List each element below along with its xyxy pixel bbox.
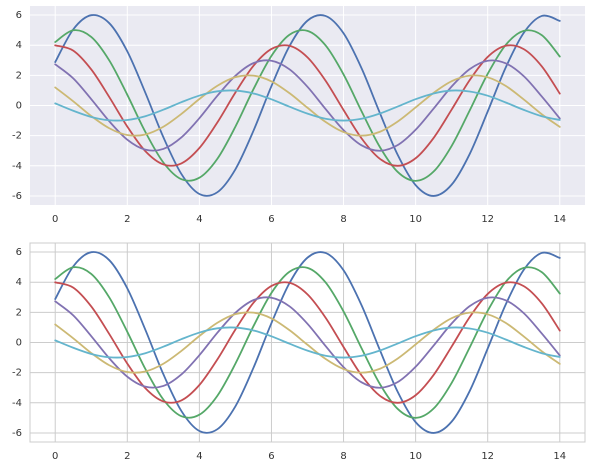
x-tick-label: 8 bbox=[340, 451, 346, 462]
y-tick-label: -2 bbox=[12, 131, 22, 142]
x-tick-label: 10 bbox=[409, 214, 422, 225]
line-series bbox=[54, 44, 561, 167]
y-tick-label: -2 bbox=[12, 368, 22, 379]
x-tick-label: 8 bbox=[340, 214, 346, 225]
x-tick-label: 6 bbox=[268, 451, 274, 462]
x-tick-label: 4 bbox=[196, 451, 202, 462]
line-series bbox=[54, 59, 561, 152]
x-tick-label: 4 bbox=[196, 214, 202, 225]
y-tick-label: 0 bbox=[16, 338, 22, 349]
x-tick-label: 12 bbox=[481, 451, 494, 462]
y-tick-label: 4 bbox=[16, 277, 22, 288]
y-tick-label: -4 bbox=[12, 398, 22, 409]
line-series bbox=[54, 251, 561, 434]
x-tick-label: 14 bbox=[553, 214, 566, 225]
y-tick-label: -4 bbox=[12, 161, 22, 172]
y-tick-label: -6 bbox=[12, 191, 22, 202]
x-tick-label: 14 bbox=[553, 451, 566, 462]
x-tick-label: 10 bbox=[409, 451, 422, 462]
y-tick-label: 6 bbox=[16, 247, 22, 258]
y-tick-label: 6 bbox=[16, 10, 22, 21]
x-tick-label: 0 bbox=[52, 451, 58, 462]
x-tick-label: 12 bbox=[481, 214, 494, 225]
line-series bbox=[54, 74, 561, 137]
line-series bbox=[54, 29, 561, 182]
x-tick-label: 0 bbox=[52, 214, 58, 225]
line-series bbox=[54, 311, 561, 374]
line-series bbox=[54, 281, 561, 404]
x-tick-label: 2 bbox=[124, 214, 130, 225]
line-series bbox=[54, 14, 561, 197]
line-series bbox=[54, 326, 561, 359]
line-series bbox=[54, 266, 561, 419]
plot-frame bbox=[29, 242, 586, 443]
line-series bbox=[54, 89, 561, 122]
y-tick-label: 0 bbox=[16, 101, 22, 112]
y-tick-label: 2 bbox=[16, 70, 22, 81]
line-series bbox=[54, 296, 561, 389]
y-tick-label: 4 bbox=[16, 40, 22, 51]
y-tick-label: 2 bbox=[16, 307, 22, 318]
x-tick-label: 2 bbox=[124, 451, 130, 462]
x-tick-label: 6 bbox=[268, 214, 274, 225]
y-tick-label: -6 bbox=[12, 428, 22, 439]
